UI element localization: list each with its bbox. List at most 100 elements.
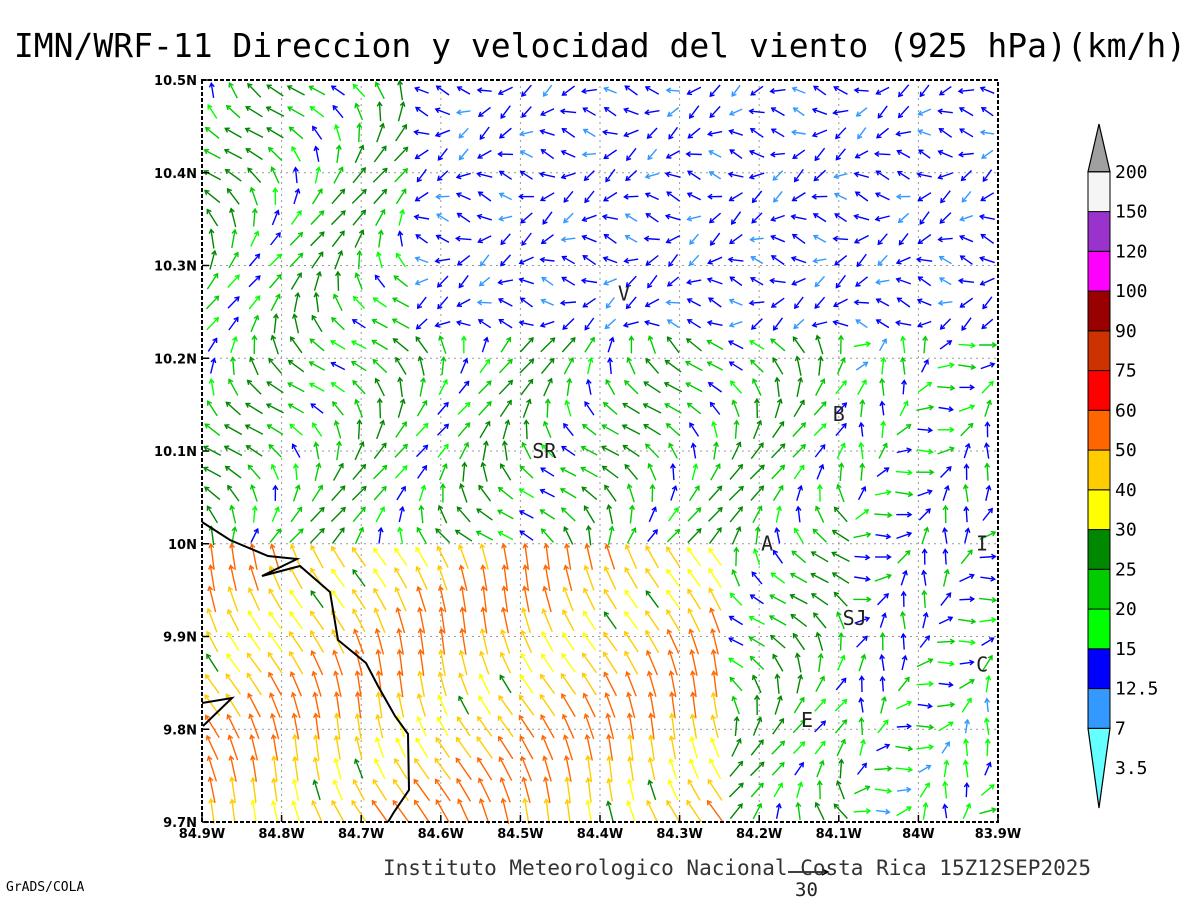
wind-arrow — [289, 670, 303, 697]
wind-arrow — [666, 336, 680, 354]
wind-arrow — [290, 210, 302, 225]
wind-arrow — [458, 672, 469, 696]
y-tick-label: 9.9N — [163, 631, 197, 646]
wind-arrow — [791, 550, 807, 564]
wind-arrow — [541, 608, 553, 633]
wind-arrow — [497, 279, 514, 286]
wind-arrow — [792, 632, 806, 651]
wind-arrow — [624, 234, 638, 243]
wind-arrow — [310, 231, 325, 247]
wind-arrow — [224, 127, 242, 139]
wind-arrow — [922, 611, 929, 629]
wind-arrow — [479, 627, 489, 655]
wind-arrow — [707, 778, 723, 801]
wind-arrow — [351, 188, 367, 204]
wind-arrow — [331, 628, 345, 654]
wind-arrow — [354, 670, 362, 698]
wind-arrow — [942, 568, 950, 587]
wind-arrow — [419, 377, 426, 397]
wind-arrow — [292, 733, 299, 761]
wind-arrow — [811, 193, 828, 200]
wind-arrow — [396, 669, 404, 698]
wind-arrow — [456, 777, 472, 802]
wind-arrow — [561, 276, 576, 286]
wind-arrow — [455, 736, 472, 759]
wind-arrow — [814, 443, 826, 458]
map-title: IMN/WRF-11 Direccion y velocidad del vie… — [13, 26, 1187, 65]
wind-arrow — [292, 484, 301, 502]
wind-arrow — [961, 697, 972, 713]
wind-arrow — [333, 691, 341, 719]
wind-arrow — [416, 296, 427, 310]
wind-arrow — [752, 547, 761, 566]
wind-arrow — [373, 587, 387, 611]
wind-arrow — [248, 564, 259, 591]
wind-arrow — [542, 585, 552, 613]
wind-arrow — [248, 713, 260, 740]
wind-arrow — [206, 607, 218, 633]
wind-arrow — [312, 779, 321, 801]
wind-arrow — [250, 776, 257, 803]
wind-arrow — [838, 631, 845, 651]
wind-arrow — [460, 335, 467, 354]
wind-arrow — [581, 234, 597, 243]
wind-arrow — [247, 692, 261, 718]
colorbar-label: 60 — [1115, 400, 1137, 421]
wind-arrow — [375, 691, 383, 719]
wind-arrow — [624, 566, 639, 589]
wind-arrow — [206, 316, 220, 331]
wind-arrow — [754, 525, 761, 545]
wind-arrow — [835, 148, 846, 161]
wind-arrow — [500, 254, 512, 267]
wind-arrow — [960, 422, 974, 437]
wind-arrow — [289, 566, 303, 590]
wind-arrow — [644, 109, 660, 116]
wind-arrow — [584, 190, 595, 204]
wind-arrow — [475, 530, 494, 541]
wind-arrow — [960, 549, 973, 565]
wind-arrow — [481, 336, 489, 353]
wind-arrow — [207, 104, 218, 119]
wind-arrow — [813, 169, 826, 182]
wind-arrow — [583, 505, 596, 524]
wind-arrow — [751, 674, 762, 694]
y-tick-label: 10.5N — [154, 74, 197, 89]
wind-arrow — [833, 192, 848, 201]
wind-arrow — [436, 275, 449, 288]
wind-arrow — [748, 149, 765, 158]
colorbar-label: 3.5 — [1115, 758, 1148, 779]
wind-arrow — [397, 376, 404, 398]
wind-arrow — [624, 630, 639, 653]
wind-arrow — [206, 505, 218, 524]
wind-arrow — [478, 673, 491, 695]
wind-arrow — [984, 399, 992, 417]
wind-arrow — [985, 674, 992, 693]
wind-arrow — [375, 251, 383, 269]
wind-arrow — [478, 484, 492, 502]
wind-arrow — [435, 736, 451, 758]
wind-arrow — [875, 533, 892, 540]
wind-arrow — [479, 420, 491, 439]
wind-arrow — [874, 512, 893, 519]
wind-arrow — [603, 631, 618, 652]
wind-arrow — [917, 234, 932, 245]
wind-arrow — [585, 776, 592, 803]
wind-arrow — [687, 127, 701, 139]
wind-arrow — [981, 318, 994, 330]
wind-arrow — [666, 628, 680, 654]
wind-arrow — [710, 714, 719, 738]
x-tick-label: 84.1W — [816, 827, 862, 842]
wind-arrow — [563, 357, 574, 375]
colorbar-label: 20 — [1115, 599, 1137, 620]
wind-arrow — [333, 293, 343, 312]
wind-arrow — [688, 254, 700, 267]
wind-arrow — [791, 192, 806, 202]
wind-arrow — [603, 191, 618, 202]
wind-arrow — [917, 427, 934, 434]
wind-arrow — [497, 298, 513, 307]
wind-arrow — [269, 712, 280, 740]
wind-arrow — [668, 507, 679, 522]
wind-arrow — [728, 321, 743, 328]
wind-arrow — [686, 170, 701, 181]
wind-arrow — [770, 338, 786, 352]
